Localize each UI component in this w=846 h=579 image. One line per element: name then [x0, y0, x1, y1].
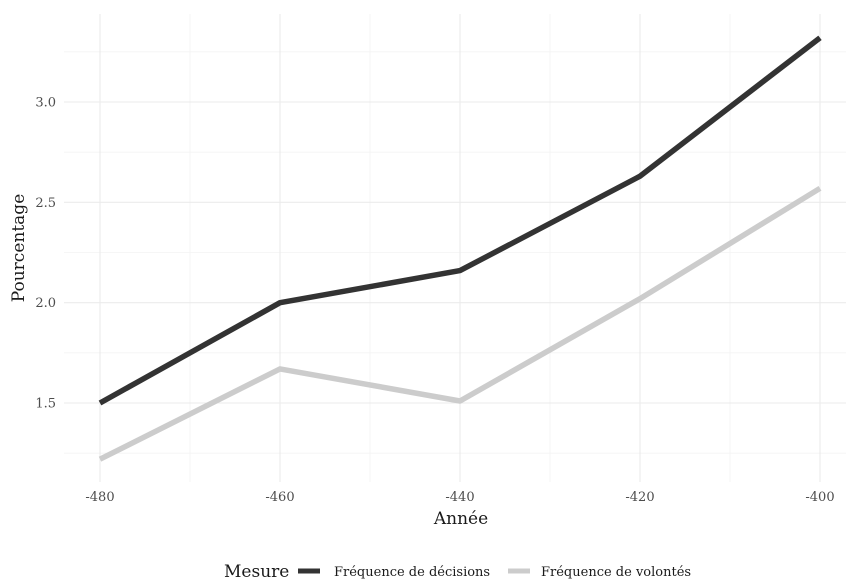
legend-label-volontes: Fréquence de volontés — [541, 565, 691, 579]
x-tick-label: -480 — [85, 490, 114, 505]
x-tick-label: -460 — [265, 490, 294, 505]
grid-major — [64, 14, 846, 482]
y-tick-label: 2.5 — [35, 196, 56, 211]
y-tick-label: 1.5 — [35, 397, 56, 412]
legend-title: Mesure — [224, 562, 289, 579]
x-tick-label: -420 — [625, 490, 654, 505]
y-axis-title: Pourcentage — [9, 194, 29, 303]
legend: Mesure Fréquence de décisions Fréquence … — [224, 562, 691, 579]
series-lines — [98, 35, 822, 462]
y-tick-label: 3.0 — [35, 96, 56, 111]
series-line-volontes — [98, 185, 822, 462]
x-tick-label: -400 — [805, 490, 834, 505]
y-axis-tick-labels: 1.5 2.0 2.5 3.0 — [35, 96, 56, 412]
x-axis-tick-labels: -480 -460 -440 -420 -400 — [85, 490, 834, 505]
x-axis-title: Année — [433, 509, 488, 529]
x-tick-label: -440 — [445, 490, 474, 505]
legend-label-decisions: Fréquence de décisions — [334, 565, 490, 579]
series-line-decisions — [98, 35, 822, 406]
grid-minor — [64, 14, 846, 482]
y-tick-label: 2.0 — [35, 296, 56, 311]
